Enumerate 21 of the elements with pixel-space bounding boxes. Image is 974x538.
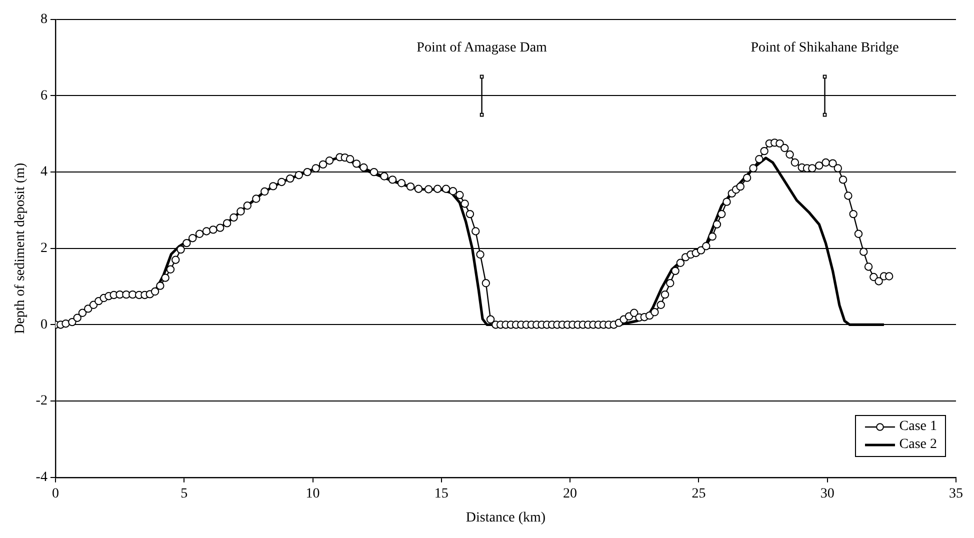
y-tick-label: 8	[40, 12, 48, 28]
x-tick-label: 5	[180, 486, 188, 502]
y-tick-label: -2	[36, 394, 48, 409]
x-tick-label: 20	[563, 486, 578, 502]
y-tick-label: 0	[40, 317, 48, 332]
x-tick-label: 35	[949, 486, 963, 502]
x-axis-title: Distance (km)	[466, 510, 546, 526]
annotation: Point of Amagase Dam	[416, 40, 548, 56]
legend-label: Case 1	[899, 418, 937, 436]
y-tick-label: -4	[36, 470, 48, 486]
x-tick-label: 0	[52, 486, 59, 502]
annotation: Point of Shikahane Bridge	[750, 40, 899, 56]
y-tick-label: 6	[40, 88, 48, 104]
y-tick-label: 4	[40, 164, 48, 180]
y-axis-title: Depth of sediment deposit (m)	[13, 162, 28, 334]
y-tick-label: 2	[40, 241, 48, 256]
x-tick-label: 25	[692, 486, 706, 502]
x-tick-label: 30	[820, 486, 834, 502]
legend-label: Case 2	[899, 436, 937, 454]
x-tick-label: 10	[306, 486, 320, 502]
x-tick-label: 15	[434, 486, 448, 502]
